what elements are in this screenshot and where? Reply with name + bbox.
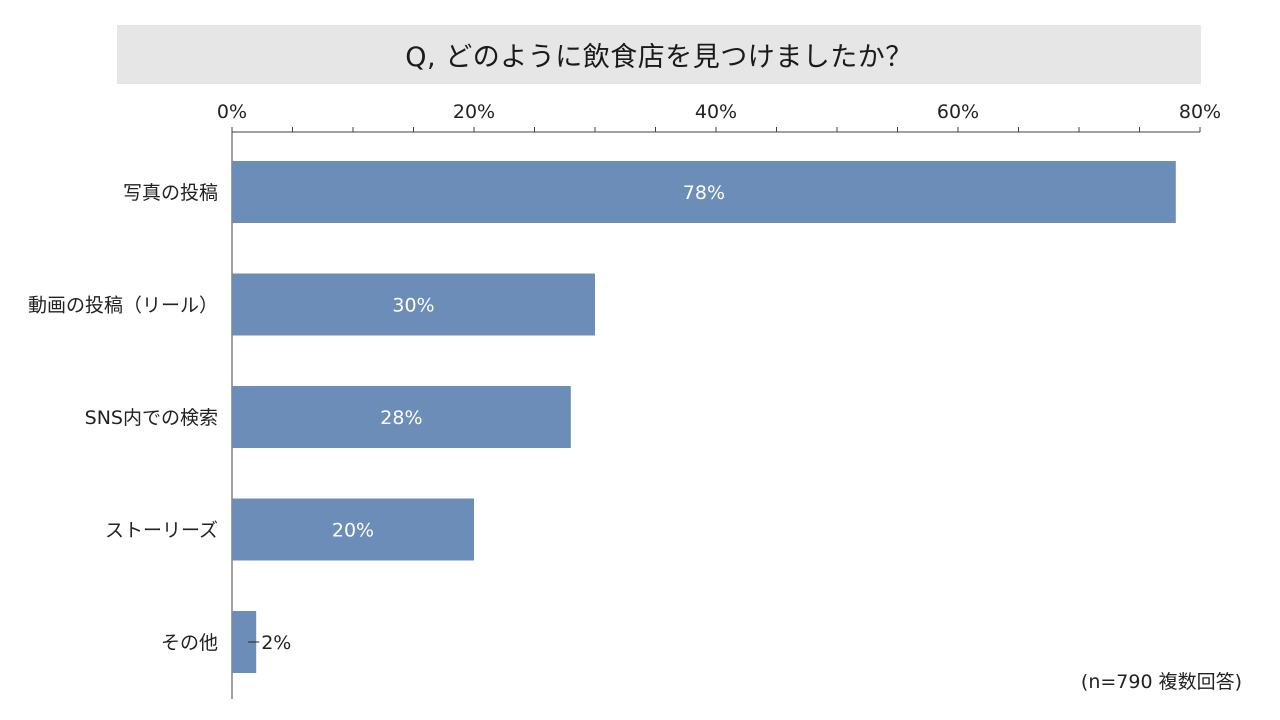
data-label: 2%: [261, 632, 291, 654]
chart-title: Q, どのように飲食店を見つけましたか？: [405, 42, 913, 73]
category-label: その他: [161, 632, 218, 654]
sample-note: (n=790 複数回答): [1080, 671, 1242, 693]
x-tick-label: 0%: [217, 101, 247, 123]
data-label: 28%: [380, 407, 422, 429]
data-label: 20%: [332, 520, 374, 542]
category-label: SNS内での検索: [85, 407, 218, 429]
bar: [232, 161, 1176, 223]
bar: [232, 273, 595, 336]
bar: [232, 498, 474, 561]
category-label: 写真の投稿: [123, 182, 218, 204]
category-label: 動画の投稿（リール）: [28, 295, 218, 317]
category-label: ストーリーズ: [105, 520, 218, 542]
x-tick-label: 40%: [695, 101, 737, 123]
chart-title-bar: Q, どのように飲食店を見つけましたか？: [117, 25, 1201, 84]
data-label: 30%: [392, 295, 434, 317]
x-tick-label: 80%: [1179, 101, 1221, 123]
data-label: 78%: [683, 182, 725, 204]
bar: [232, 386, 571, 448]
x-tick-label: 20%: [453, 101, 495, 123]
x-tick-label: 60%: [937, 101, 979, 123]
